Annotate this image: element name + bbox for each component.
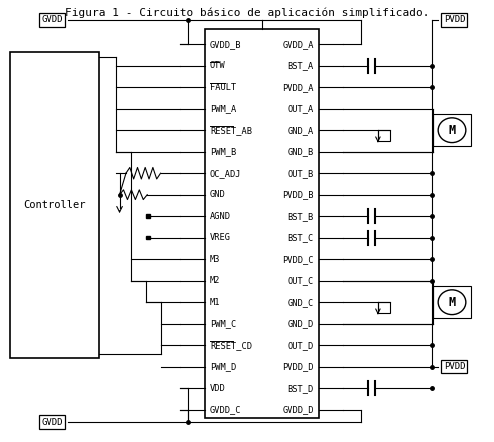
Text: GVDD: GVDD — [41, 15, 63, 24]
Bar — [378, 130, 390, 141]
Text: OUT_C: OUT_C — [288, 276, 314, 285]
Text: PVDD_D: PVDD_D — [282, 362, 314, 371]
Text: M2: M2 — [210, 276, 220, 285]
Text: GVDD: GVDD — [41, 418, 63, 427]
Text: BST_C: BST_C — [288, 233, 314, 242]
Text: GVDD_D: GVDD_D — [282, 405, 314, 414]
Text: M: M — [449, 296, 455, 309]
Text: M: M — [449, 124, 455, 137]
Text: OUT_D: OUT_D — [288, 341, 314, 350]
Text: PWM_C: PWM_C — [210, 319, 236, 328]
Bar — [433, 114, 471, 146]
Polygon shape — [146, 236, 150, 240]
Text: GND_C: GND_C — [288, 298, 314, 307]
Polygon shape — [146, 214, 150, 218]
Text: FAULT: FAULT — [210, 83, 236, 91]
Text: RESET_CD: RESET_CD — [210, 341, 252, 350]
Text: RESET_AB: RESET_AB — [210, 126, 252, 135]
Text: PWM_A: PWM_A — [210, 104, 236, 113]
Text: GVDD_B: GVDD_B — [210, 40, 242, 49]
Text: BST_D: BST_D — [288, 384, 314, 393]
Text: PVDD_A: PVDD_A — [282, 83, 314, 91]
Bar — [378, 302, 390, 313]
Text: GVDD_C: GVDD_C — [210, 405, 242, 414]
Text: OC_ADJ: OC_ADJ — [210, 169, 242, 178]
Text: GVDD_A: GVDD_A — [282, 40, 314, 49]
Text: M1: M1 — [210, 298, 220, 307]
Bar — [10, 53, 99, 358]
Text: BST_B: BST_B — [288, 212, 314, 221]
Text: PWM_D: PWM_D — [210, 362, 236, 371]
Text: M3: M3 — [210, 255, 220, 264]
Text: AGND: AGND — [210, 212, 231, 221]
Bar — [433, 286, 471, 318]
Text: OUT_A: OUT_A — [288, 104, 314, 113]
Text: PWM_B: PWM_B — [210, 147, 236, 156]
Text: GND_D: GND_D — [288, 319, 314, 328]
Bar — [205, 29, 319, 418]
Text: GND_B: GND_B — [288, 147, 314, 156]
Text: PVDD_B: PVDD_B — [282, 190, 314, 199]
Text: GND: GND — [210, 190, 226, 199]
Text: VREG: VREG — [210, 233, 231, 242]
Text: GND_A: GND_A — [288, 126, 314, 135]
Text: Controller: Controller — [23, 201, 85, 210]
Text: OTW: OTW — [210, 61, 226, 70]
Text: PVDD: PVDD — [444, 362, 465, 371]
Text: PVDD_C: PVDD_C — [282, 255, 314, 264]
Text: VDD: VDD — [210, 384, 226, 393]
Text: BST_A: BST_A — [288, 61, 314, 70]
Text: OUT_B: OUT_B — [288, 169, 314, 178]
Text: PVDD: PVDD — [444, 15, 465, 24]
Text: Figura 1 - Circuito básico de aplicación simplificado.: Figura 1 - Circuito básico de aplicación… — [65, 8, 429, 19]
